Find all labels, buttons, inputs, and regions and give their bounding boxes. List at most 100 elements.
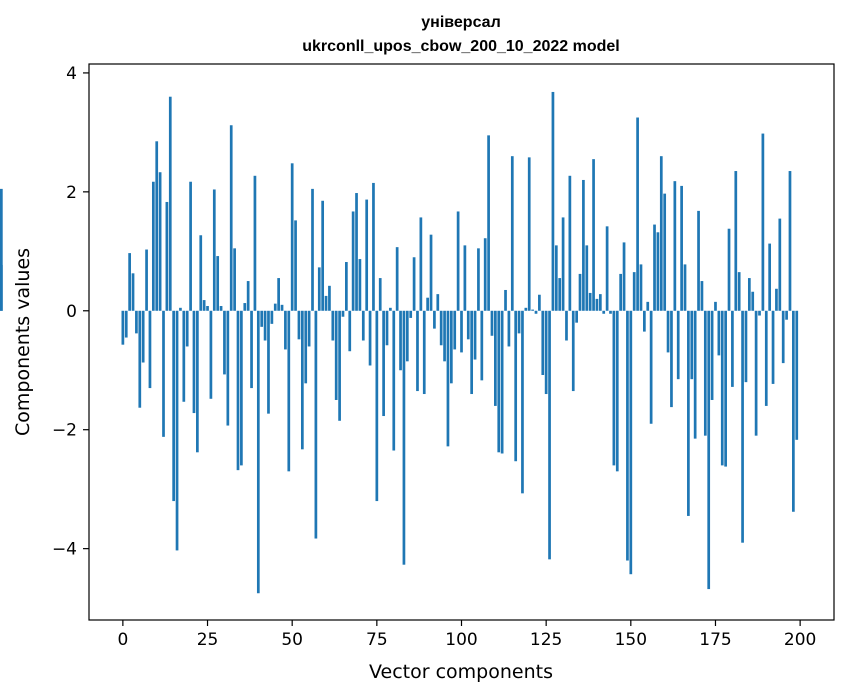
bar-44 — [270, 310, 274, 324]
bar-126 — [548, 310, 551, 560]
bar-24 — [202, 300, 206, 311]
bar-65 — [341, 310, 345, 317]
bar-157 — [653, 224, 656, 311]
bar-176 — [717, 310, 721, 356]
bar-140 — [595, 298, 599, 311]
bar-92 — [433, 310, 436, 329]
bar-127 — [551, 91, 555, 311]
bar-1 — [124, 310, 128, 338]
bar-35 — [240, 310, 243, 466]
bar-120 — [527, 157, 531, 311]
bar-113 — [504, 289, 507, 311]
bar-122 — [534, 310, 538, 314]
bar-137 — [585, 245, 589, 311]
bar-80 — [392, 310, 396, 451]
bar-174 — [710, 310, 714, 400]
bar-16 — [175, 310, 179, 551]
bar-67 — [348, 310, 352, 352]
x-tick-label: 175 — [699, 630, 731, 650]
bar-28 — [216, 256, 220, 311]
bar-146 — [615, 310, 619, 472]
bar-49 — [287, 310, 291, 472]
bar-181 — [734, 171, 738, 311]
bar-142 — [602, 310, 606, 314]
bar-178 — [724, 310, 727, 467]
bar-43 — [267, 310, 270, 414]
bar-58 — [317, 267, 321, 311]
bar-171 — [700, 281, 704, 311]
bar-89 — [422, 310, 426, 395]
bar-71 — [361, 310, 365, 341]
bar-41 — [260, 310, 264, 327]
bar-170 — [697, 210, 700, 311]
y-tick-label: 2 — [66, 183, 77, 203]
bar-17 — [179, 307, 182, 311]
bar-86 — [412, 257, 416, 311]
bar-64 — [338, 310, 341, 421]
bar-73 — [368, 310, 372, 366]
bar-70 — [358, 259, 362, 311]
bar-189 — [761, 133, 765, 311]
bar-115 — [510, 156, 514, 311]
bar-160 — [663, 193, 667, 311]
bar-79 — [389, 307, 392, 311]
bar-51 — [294, 220, 297, 311]
bar-134 — [575, 310, 578, 323]
bar-179 — [727, 228, 731, 311]
bar-27 — [212, 189, 216, 311]
bar-19 — [185, 310, 189, 347]
bar-153 — [639, 264, 643, 311]
bar-125 — [544, 310, 548, 395]
bar-31 — [226, 310, 230, 426]
bar-104 — [473, 310, 477, 360]
x-axis-ticks: 0 25 50 75 100 125 150 175 200 — [117, 620, 816, 650]
bar-50 — [290, 163, 294, 311]
bar-161 — [666, 310, 670, 353]
y-tick-label: 0 — [66, 302, 77, 322]
bar-110 — [494, 310, 497, 406]
bar-154 — [643, 310, 646, 332]
bar-119 — [524, 307, 528, 311]
bar-3 — [131, 273, 135, 311]
bar-130 — [561, 217, 565, 311]
bar-144 — [609, 310, 612, 314]
bar-45 — [273, 303, 277, 311]
bar-158 — [656, 232, 660, 311]
bar-187 — [754, 310, 758, 436]
bar-180 — [731, 310, 734, 387]
bar-141 — [598, 294, 602, 311]
bar-21 — [192, 310, 196, 414]
bar-77 — [382, 310, 385, 417]
bar-9 — [151, 181, 155, 311]
bar-32 — [229, 125, 233, 311]
bar-33 — [233, 248, 236, 311]
bar-20 — [189, 181, 192, 311]
bar-149 — [626, 310, 629, 561]
bar-59 — [321, 200, 325, 311]
bar-117 — [517, 310, 521, 334]
bar-75 — [375, 310, 379, 502]
bar-85 — [409, 310, 413, 318]
bar-186 — [751, 291, 755, 311]
bar-143 — [605, 226, 609, 311]
bar-138 — [588, 292, 592, 311]
bar-99 — [456, 211, 460, 311]
bar-185 — [747, 278, 751, 311]
bar-159 — [659, 156, 663, 311]
bar-183 — [741, 310, 744, 543]
bar-22 — [196, 310, 199, 453]
bar-196 — [785, 310, 788, 320]
bar-107 — [483, 238, 487, 311]
bar-94 — [439, 310, 443, 346]
bar-29 — [219, 306, 223, 311]
bar-13 — [165, 201, 169, 311]
bar-90 — [426, 297, 429, 311]
bar-100 — [460, 310, 463, 353]
bar-172 — [703, 310, 707, 436]
bar-98 — [453, 310, 457, 350]
bar-106 — [480, 310, 484, 381]
bar-101 — [463, 245, 467, 311]
bar-162 — [670, 310, 673, 408]
bar-66 — [345, 262, 348, 311]
bar-6 — [141, 310, 145, 363]
